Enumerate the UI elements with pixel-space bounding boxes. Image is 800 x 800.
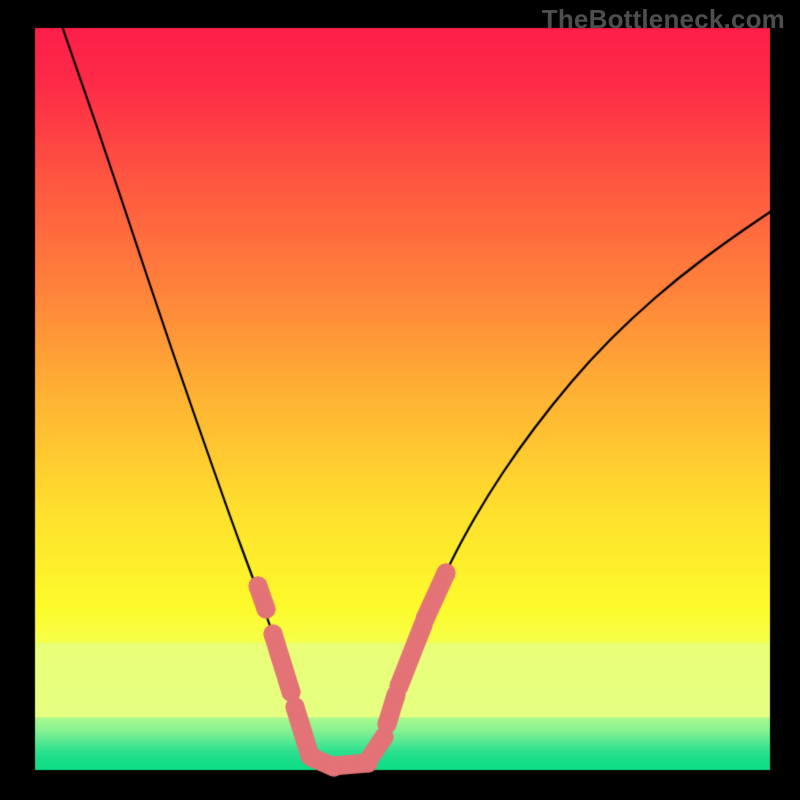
chart-canvas <box>0 0 800 800</box>
chart-stage: TheBottleneck.com <box>0 0 800 800</box>
watermark-text: TheBottleneck.com <box>542 4 785 35</box>
